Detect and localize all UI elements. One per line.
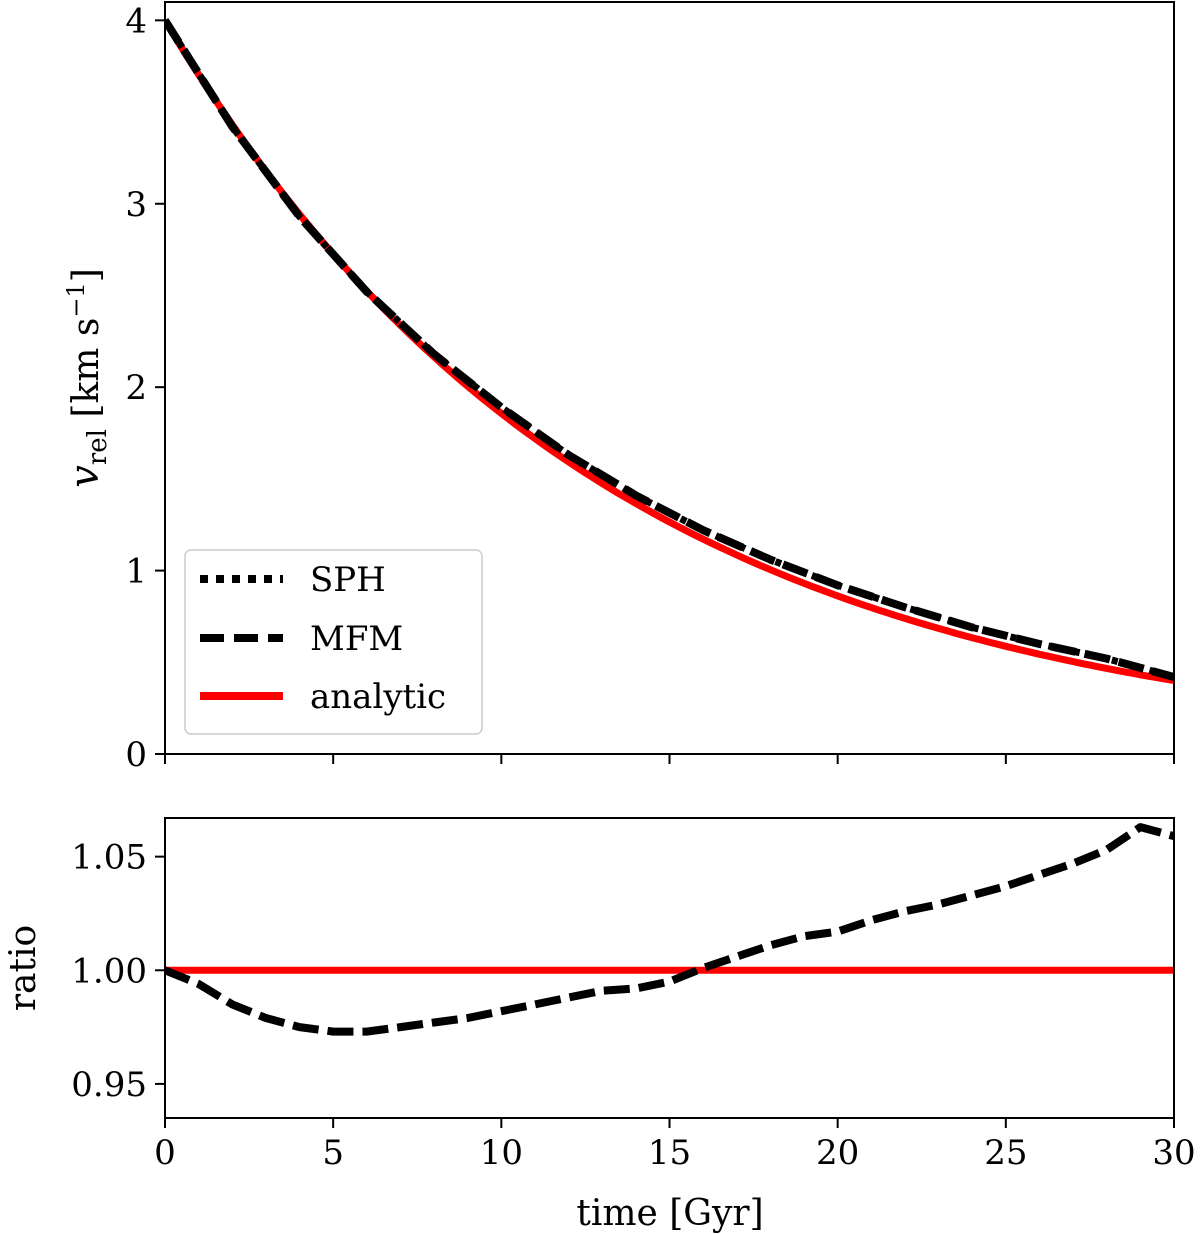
bottom-panel: 0 5 10 15 20 25 30 0.95 1.00 1.05 ratio time [Gyr… (3, 817, 1196, 1234)
top-y-axis-label: vrel [km s−1] (62, 268, 113, 488)
legend-frame (184, 549, 483, 735)
bottom-x-tick-label: 0 (154, 1133, 176, 1173)
top-panel: 0 1 2 3 4 vrel [km s−1] SPH MFM analytic (62, 1, 1175, 775)
legend-label-analytic: analytic (310, 677, 446, 717)
x-axis-label: time [Gyr] (576, 1193, 763, 1234)
top-plot-frame (164, 1, 1175, 755)
top-y-tick-label: 2 (125, 368, 147, 408)
bottom-series (165, 823, 1174, 1036)
top-y-tick-label: 1 (125, 552, 147, 592)
bottom-plot-frame (164, 817, 1175, 1119)
bottom-series-mfm-analytic (165, 823, 1174, 1036)
bottom-x-tick-label: 25 (984, 1133, 1027, 1173)
top-y-tick-label: 4 (125, 1, 147, 41)
bottom-y-tick-label: 1.00 (71, 951, 147, 991)
legend-label-sph: SPH (310, 560, 386, 600)
legend-label-mfm: MFM (310, 619, 403, 659)
bottom-x-tick-label: 15 (648, 1133, 691, 1173)
top-series-mfm (165, 18, 1174, 681)
bottom-y-tick-label: 0.95 (71, 1065, 147, 1105)
bottom-x-tick-label: 5 (322, 1133, 344, 1173)
bottom-y-tick-label: 1.05 (71, 838, 147, 878)
bottom-x-tick-label: 10 (480, 1133, 523, 1173)
top-series (165, 18, 1174, 685)
top-y-tick-label: 0 (125, 735, 147, 775)
top-ticks: 0 1 2 3 4 (125, 1, 1175, 775)
top-y-tick-label: 3 (125, 185, 147, 225)
bottom-y-axis-label: ratio (3, 925, 44, 1011)
legend: SPH MFM analytic (184, 549, 483, 735)
bottom-x-tick-label: 20 (816, 1133, 859, 1173)
bottom-x-tick-label: 30 (1152, 1133, 1195, 1173)
bottom-ticks: 0 5 10 15 20 25 30 0.95 1.00 1.05 (71, 838, 1195, 1173)
